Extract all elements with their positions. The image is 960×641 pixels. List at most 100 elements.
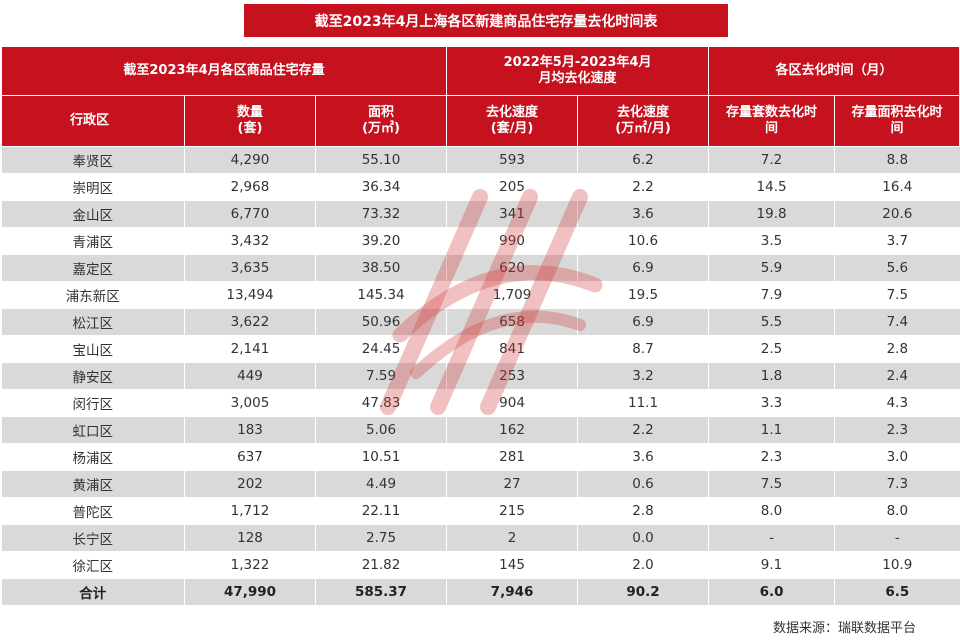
district-cell: 宝山区: [1, 335, 185, 363]
col-header-speed-area-line2: (万㎡/月): [615, 121, 671, 136]
value-cell: 9.1: [708, 551, 835, 579]
value-cell: 55.10: [314, 146, 447, 174]
value-cell: 6.2: [577, 146, 709, 174]
value-cell: 7.9: [708, 281, 835, 309]
value-cell: 8.0: [708, 497, 835, 525]
value-cell: 2.4: [834, 362, 960, 390]
value-cell: 215: [446, 497, 578, 525]
col-header-time-area-line2: 间: [890, 121, 904, 136]
table-row: 松江区 3,622 50.96 658 6.9 5.5 7.4: [1, 308, 960, 336]
col-header-time-area: 存量面积去化时 间: [834, 95, 960, 147]
value-cell: 620: [446, 254, 578, 282]
table-row: 浦东新区 13,494 145.34 1,709 19.5 7.9 7.5: [1, 281, 960, 309]
value-cell: 585.37: [314, 578, 447, 606]
district-cell: 杨浦区: [1, 443, 185, 471]
value-cell: 3.0: [834, 443, 960, 471]
value-cell: 145.34: [314, 281, 447, 309]
table-row: 杨浦区 637 10.51 281 3.6 2.3 3.0: [1, 443, 960, 471]
value-cell: 24.45: [314, 335, 447, 363]
value-cell: 5.06: [314, 416, 447, 444]
district-cell: 崇明区: [1, 173, 185, 201]
col-header-speed-units-line1: 去化速度: [486, 105, 539, 120]
col-header-area: 面积 (万㎡): [314, 95, 448, 147]
value-cell: 6,770: [184, 200, 316, 228]
value-cell: 3.2: [577, 362, 709, 390]
value-cell: 1,322: [184, 551, 316, 579]
table-row: 崇明区 2,968 36.34 205 2.2 14.5 16.4: [1, 173, 960, 201]
district-cell: 合计: [1, 578, 185, 606]
value-cell: 5.9: [708, 254, 835, 282]
value-cell: 3.5: [708, 227, 835, 255]
value-cell: 281: [446, 443, 578, 471]
value-cell: 2.0: [577, 551, 709, 579]
value-cell: 20.6: [834, 200, 960, 228]
value-cell: -: [834, 524, 960, 552]
table-row: 黄浦区 202 4.49 27 0.6 7.5 7.3: [1, 470, 960, 498]
value-cell: -: [708, 524, 835, 552]
value-cell: 341: [446, 200, 578, 228]
district-cell: 普陀区: [1, 497, 185, 525]
value-cell: 6.5: [834, 578, 960, 606]
value-cell: 7.5: [708, 470, 835, 498]
value-cell: 253: [446, 362, 578, 390]
district-cell: 长宁区: [1, 524, 185, 552]
table-row: 普陀区 1,712 22.11 215 2.8 8.0 8.0: [1, 497, 960, 525]
value-cell: 7.2: [708, 146, 835, 174]
value-cell: 990: [446, 227, 578, 255]
col-header-area-line1: 面积: [368, 105, 395, 120]
value-cell: 7.5: [834, 281, 960, 309]
value-cell: 19.5: [577, 281, 709, 309]
district-cell: 徐汇区: [1, 551, 185, 579]
district-cell: 奉贤区: [1, 146, 185, 174]
col-header-count-line2: (套): [237, 121, 263, 136]
value-cell: 47.83: [314, 389, 447, 417]
col-header-area-line2: (万㎡): [362, 121, 400, 136]
value-cell: 0.6: [577, 470, 709, 498]
value-cell: 39.20: [314, 227, 447, 255]
district-cell: 金山区: [1, 200, 185, 228]
value-cell: 0.0: [577, 524, 709, 552]
value-cell: 162: [446, 416, 578, 444]
table-title: 截至2023年4月上海各区新建商品住宅存量去化时间表: [244, 4, 728, 37]
col-header-speed-units-line2: (套/月): [490, 121, 534, 136]
value-cell: 13,494: [184, 281, 316, 309]
value-cell: 4.49: [314, 470, 447, 498]
data-source: 数据来源：瑞联数据平台: [772, 621, 916, 636]
col-header-speed-area-line1: 去化速度: [617, 105, 670, 120]
table-row: 静安区 449 7.59 253 3.2 1.8 2.4: [1, 362, 960, 390]
district-cell: 浦东新区: [1, 281, 185, 309]
table-row: 长宁区 128 2.75 2 0.0- -: [1, 524, 960, 552]
value-cell: 2.8: [577, 497, 709, 525]
col-header-time-area-line1: 存量面积去化时: [851, 105, 943, 120]
value-cell: 3,635: [184, 254, 316, 282]
district-cell: 黄浦区: [1, 470, 185, 498]
col-header-time-units-line1: 存量套数去化时: [726, 105, 818, 120]
value-cell: 6.9: [577, 308, 709, 336]
value-cell: 47,990: [184, 578, 316, 606]
value-cell: 2.5: [708, 335, 835, 363]
value-cell: 1.8: [708, 362, 835, 390]
value-cell: 7.4: [834, 308, 960, 336]
value-cell: 10.9: [834, 551, 960, 579]
value-cell: 38.50: [314, 254, 447, 282]
value-cell: 2.2: [577, 416, 709, 444]
value-cell: 205: [446, 173, 578, 201]
table-row: 青浦区 3,432 39.20 990 10.6 3.5 3.7: [1, 227, 960, 255]
value-cell: 3,622: [184, 308, 316, 336]
value-cell: 2,968: [184, 173, 316, 201]
value-cell: 3.7: [834, 227, 960, 255]
value-cell: 22.11: [314, 497, 447, 525]
value-cell: 3.3: [708, 389, 835, 417]
value-cell: 10.6: [577, 227, 709, 255]
value-cell: 658: [446, 308, 578, 336]
value-cell: 36.34: [314, 173, 447, 201]
table-row: 金山区 6,770 73.32 341 3.6 19.8 20.6: [1, 200, 960, 228]
col-header-count-line1: 数量: [236, 105, 263, 120]
district-cell: 闵行区: [1, 389, 185, 417]
value-cell: 16.4: [834, 173, 960, 201]
value-cell: 2: [446, 524, 578, 552]
value-cell: 8.8: [834, 146, 960, 174]
value-cell: 637: [184, 443, 316, 471]
value-cell: 202: [184, 470, 316, 498]
value-cell: 3,005: [184, 389, 316, 417]
